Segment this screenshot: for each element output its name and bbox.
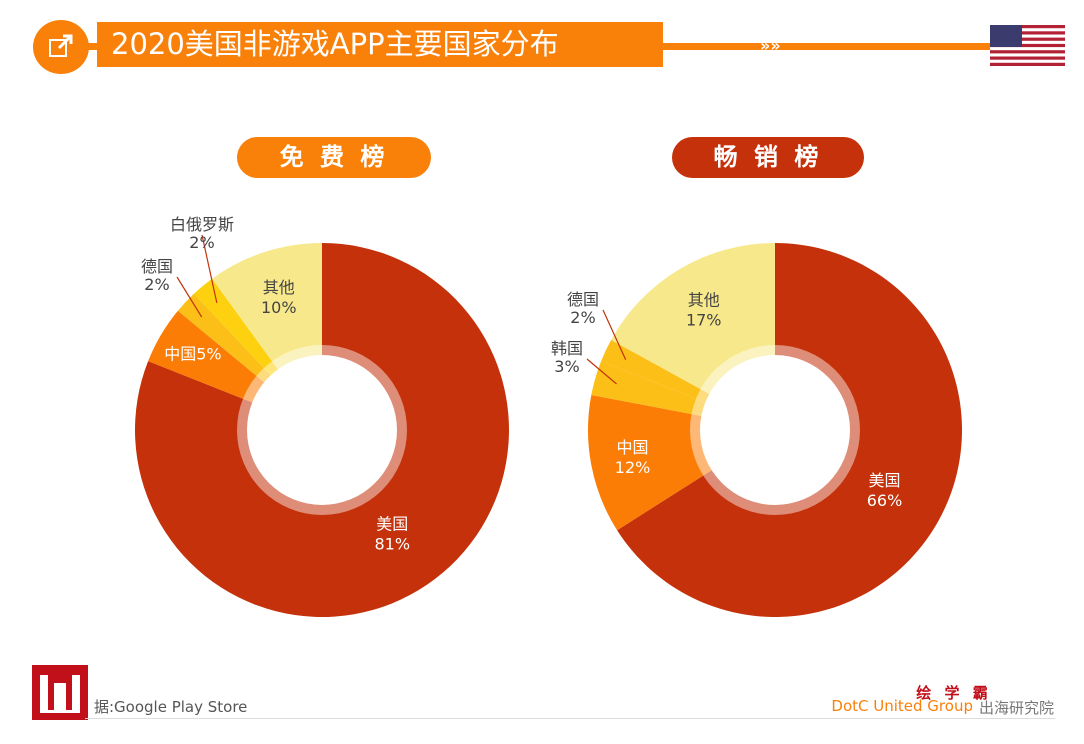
slice-label: 德国 (141, 257, 173, 276)
chevrons-icon: »» (760, 36, 781, 55)
leader-line (586, 358, 617, 385)
slice-label: 其他 (688, 290, 720, 309)
us-flag-icon (990, 25, 1065, 66)
grossing-chart-title: 畅 销 榜 (672, 137, 864, 178)
brand-cn: 绘 学 霸 (916, 684, 992, 702)
external-link-icon (33, 20, 89, 74)
slice-value: 2% (189, 233, 214, 252)
slice-label: 韩国 (551, 339, 583, 358)
donut-hole (247, 355, 397, 505)
logo (32, 665, 88, 720)
slice-label: 美国 (376, 514, 408, 533)
data-source: 据:Google Play Store (94, 698, 248, 716)
slice-label: 德国 (567, 290, 599, 309)
slice-label: 美国 (869, 471, 901, 490)
slice-value: 3% (554, 357, 579, 376)
slice-value: 66% (867, 491, 903, 510)
slice-value: 2% (144, 275, 169, 294)
slice-label: 中国 (617, 438, 649, 457)
slice-value: 2% (570, 308, 595, 327)
free-chart-title: 免 费 榜 (237, 137, 431, 178)
leader-line (602, 309, 627, 360)
leader-line (201, 234, 218, 303)
leader-line (176, 276, 203, 318)
brand-en: DotC United Group (831, 697, 973, 715)
slice-label: 其他 (263, 278, 295, 297)
donut-hole (700, 355, 850, 505)
slice-value: 81% (374, 534, 410, 553)
footer-divider (85, 718, 1055, 719)
slice-value: 17% (686, 310, 722, 329)
slice-label: 白俄罗斯 (170, 215, 234, 234)
slice-value: 12% (615, 458, 651, 477)
brand-suffix: 出海研究院 (978, 699, 1054, 717)
page-title: 2020美国非游戏APP主要国家分布 (97, 22, 663, 67)
slice-value: 10% (261, 298, 297, 317)
brand-row: DotC United Group 出海研究院 (831, 697, 1054, 718)
slice-label: 中国5% (164, 345, 221, 364)
